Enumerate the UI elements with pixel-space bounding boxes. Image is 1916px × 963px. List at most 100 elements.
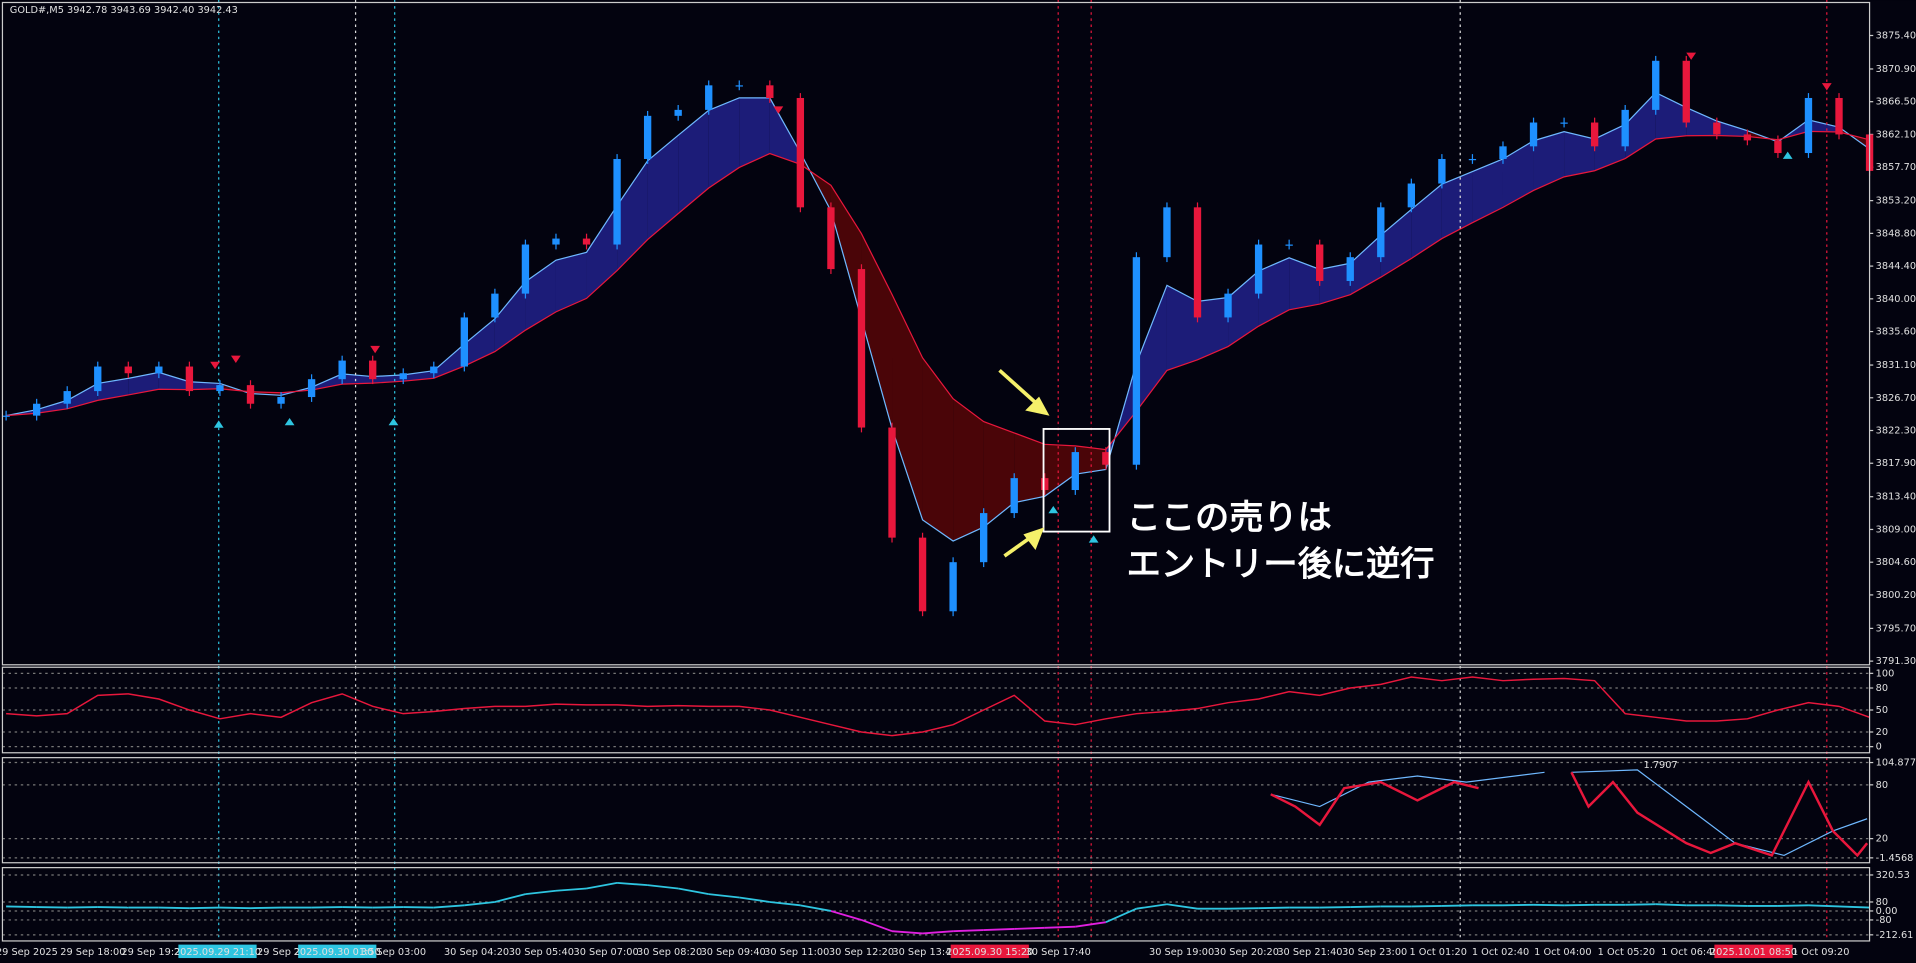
momentum-segment [922,930,954,935]
candle [1193,207,1202,318]
momentum-segment [1228,907,1259,910]
candle [1224,293,1232,318]
candle [1071,452,1079,491]
momentum-segment [1014,926,1045,930]
candle [521,244,530,294]
momentum-segment [555,887,587,892]
candle [399,373,407,380]
ma-band-segment [922,357,954,542]
time-label: 1 Oct 02:40 [1472,947,1529,958]
ma-band-segment [67,383,98,409]
ma-band-segment [953,398,984,542]
time-label: 30 Sep 13:40 [892,947,957,958]
momentum-segment [219,906,251,910]
candle [1713,122,1721,135]
candle [1743,134,1752,141]
momentum-segment [983,928,1015,931]
momentum-segment [1258,906,1290,910]
ma-band-segment [1014,432,1045,503]
panel-frames [1,1,1871,942]
time-label: 29 Sep 22:00 [257,947,322,958]
time-label: 2025.09.30 15:20 [946,947,1033,958]
momentum-segment [1625,903,1656,906]
ma-band-segment [1289,257,1320,310]
ma-band-segment [36,400,68,414]
time-label: 1 Oct 09:20 [1792,947,1849,958]
candle [1041,478,1049,491]
ma-band-segment [128,372,159,395]
momentum-segment [1564,903,1595,907]
annotation: エントリー後に逆行 [1127,544,1435,584]
momentum-segment [678,887,709,896]
momentum-segment [1838,905,1870,909]
ma-band-segment [983,421,1015,528]
momentum-segment [433,904,465,909]
candle [307,379,316,398]
y-tick-label: 80 [1876,897,1888,908]
ma-band-segment [1044,444,1076,497]
candle [185,366,194,392]
plot: 3875.40 3870.90 3866.50 3862.10 3857.70 3853.… [0,30,1916,959]
time-label: 30 Sep 12:20 [829,947,894,958]
candle [1560,122,1568,124]
candle [705,85,713,110]
candle [1590,122,1599,147]
candle [1468,158,1477,161]
y-tick-label: 3822.30 [1876,426,1916,437]
ma-band-segment [861,233,893,429]
fast-ma [5,91,1870,542]
ma-band-segment [1380,209,1412,278]
ma-band-segment [1564,131,1595,177]
time-highlight [950,944,1029,959]
highlight-box [1042,428,1111,533]
time-label: 1 Oct 04:00 [1534,947,1591,958]
momentum-segment [647,884,679,890]
candle [2,415,10,417]
y-tick-label: 3791.30 [1876,656,1916,667]
candle [796,97,805,208]
ma-band-segment [1686,107,1717,136]
y-tick-label: 20 [1876,834,1888,845]
candle [1804,97,1813,154]
slow-ma [6,130,1870,451]
momentum-segment [1319,906,1351,909]
momentum-segment [372,906,404,909]
candle [246,385,255,404]
candle [216,385,224,392]
time-label: 29 Sep 2025 [0,947,58,958]
time-highlight [1714,944,1793,959]
candle [1774,140,1782,154]
momentum-segment [1075,921,1106,928]
momentum-segment [525,889,557,896]
time-label: 30 Sep 11:00 [764,947,829,958]
ma-band-segment [1350,235,1381,295]
momentum-segment [830,910,862,921]
candle [1407,183,1416,208]
momentum-segment [311,906,343,909]
y-tick-label: 320.53 [1876,870,1910,881]
momentum-segment [800,904,832,912]
candle [155,366,163,374]
time-highlight [178,944,257,959]
candle [979,513,988,563]
y-tick-label: 3857.70 [1876,162,1916,173]
candle [1621,109,1629,147]
candle [1438,158,1446,184]
momentum-segment [494,893,526,903]
time-label: 2025.09.30 01:50 [294,947,381,958]
momentum-segment [617,881,648,887]
momentum-segment [1441,904,1473,907]
ma-band-segment [1319,263,1351,305]
y-tick-label: 3848.80 [1876,228,1916,239]
momentum-segment [1105,907,1137,924]
time-label: 30 Sep 19:00 [1149,947,1214,958]
candle [613,158,621,245]
yellow-arrows [998,368,1050,558]
ma-band-segment [1625,92,1656,159]
candle [735,85,743,87]
candle [430,366,438,374]
ma-band-segment [158,372,190,390]
ma-band-segment [97,378,129,401]
ma-band-segment [586,205,618,299]
y-tick-label: -1.4568 [1876,853,1914,864]
